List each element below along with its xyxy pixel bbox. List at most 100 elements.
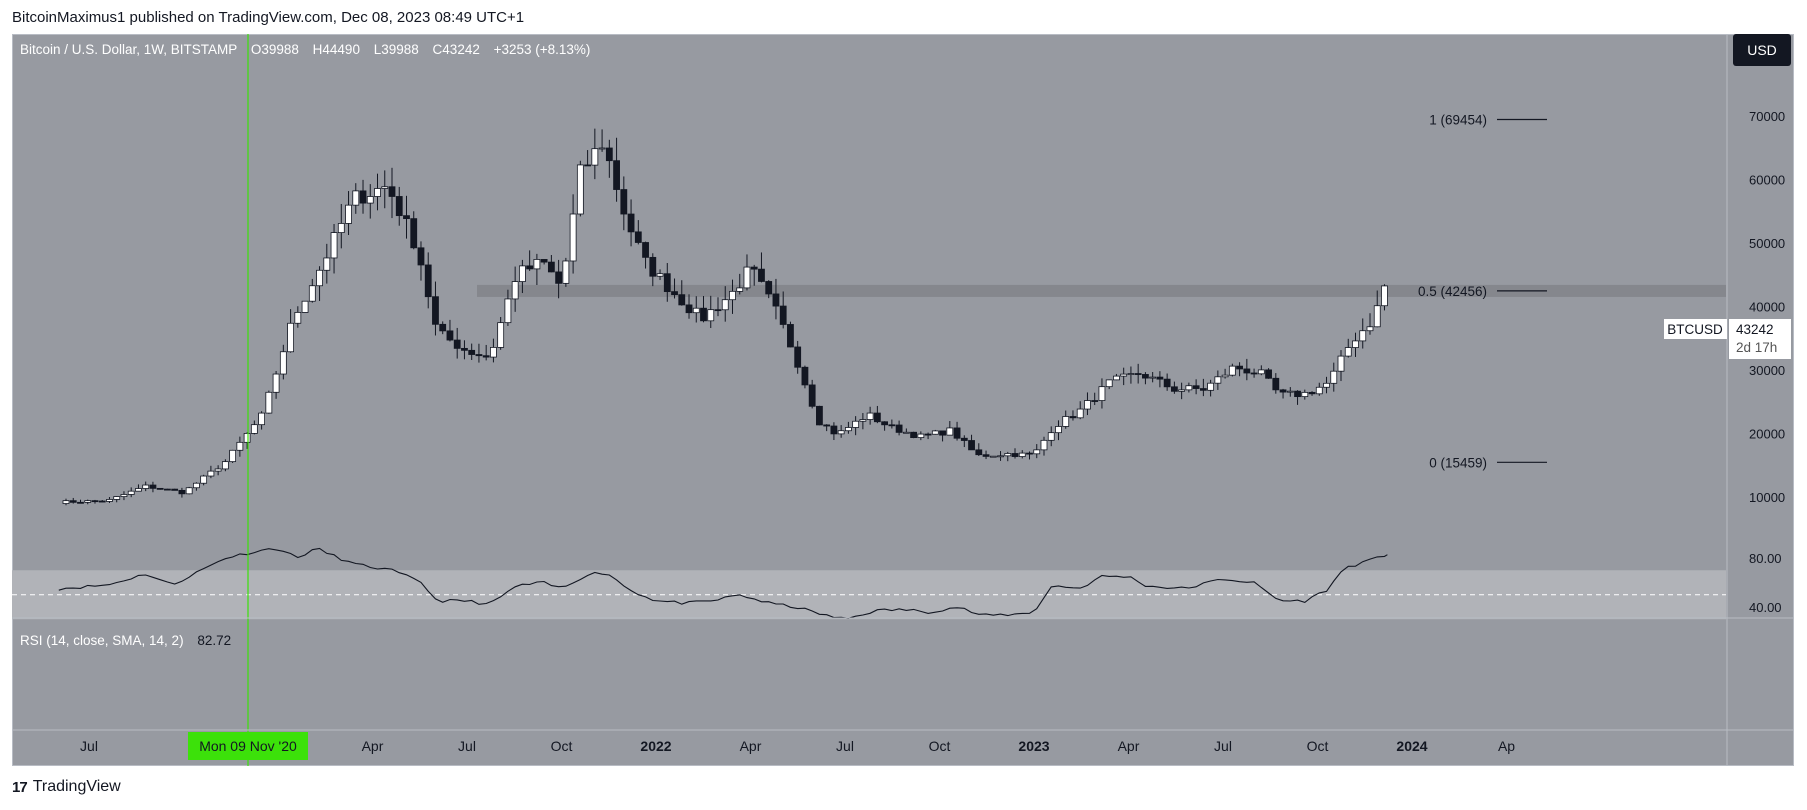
candle bbox=[381, 170, 389, 209]
candle bbox=[591, 128, 599, 180]
candle bbox=[323, 243, 331, 284]
price-tick: 60000 bbox=[1749, 173, 1785, 188]
candle bbox=[584, 150, 591, 167]
candle bbox=[1163, 373, 1171, 391]
candle bbox=[787, 321, 794, 348]
candle bbox=[294, 306, 302, 328]
candle bbox=[576, 160, 584, 217]
rsi-legend-label: RSI (14, close, SMA, 14, 2) bbox=[20, 633, 184, 648]
candle bbox=[120, 491, 128, 501]
candle bbox=[953, 421, 961, 441]
candle bbox=[403, 195, 410, 239]
time-tick: Oct bbox=[929, 738, 951, 754]
candle bbox=[1330, 362, 1338, 392]
candle bbox=[504, 289, 512, 326]
candle bbox=[164, 488, 171, 491]
time-tick: Jul bbox=[1214, 738, 1232, 754]
candle bbox=[1373, 290, 1381, 328]
candle bbox=[200, 474, 208, 486]
candle bbox=[1352, 332, 1359, 357]
candle bbox=[1084, 392, 1091, 416]
time-tick: Jul bbox=[80, 738, 98, 754]
candle bbox=[613, 137, 620, 202]
candle bbox=[598, 129, 606, 152]
candle bbox=[678, 280, 686, 306]
time-tick: Jul bbox=[458, 738, 476, 754]
candle bbox=[627, 199, 635, 247]
legend-l-label: L bbox=[374, 42, 382, 57]
candle bbox=[1004, 451, 1012, 462]
candle bbox=[135, 484, 142, 492]
price-tick: 10000 bbox=[1749, 490, 1785, 505]
candle bbox=[605, 139, 613, 178]
candle bbox=[374, 173, 381, 211]
time-tick: Jul bbox=[836, 738, 854, 754]
candle bbox=[1228, 363, 1236, 377]
candle bbox=[468, 343, 476, 360]
price-tag-value: 43242 bbox=[1736, 322, 1774, 337]
candle bbox=[221, 459, 229, 472]
candle bbox=[671, 278, 678, 299]
candle bbox=[84, 499, 92, 505]
candle bbox=[1221, 368, 1229, 379]
candle bbox=[1033, 444, 1041, 459]
candle bbox=[888, 419, 896, 429]
price-tick: 50000 bbox=[1749, 236, 1785, 251]
candle bbox=[106, 497, 113, 503]
fib-zone bbox=[477, 284, 1726, 297]
candle bbox=[540, 259, 548, 265]
candle bbox=[1185, 382, 1193, 393]
candle bbox=[895, 420, 903, 436]
candle bbox=[475, 343, 483, 363]
candle bbox=[461, 340, 468, 360]
candle bbox=[1076, 401, 1084, 420]
candle bbox=[526, 250, 534, 271]
candle bbox=[975, 443, 983, 456]
candle bbox=[997, 451, 1004, 461]
price-tag-symbol: BTCUSD bbox=[1667, 322, 1723, 337]
rsi-axis: 80.00 40.00 bbox=[1749, 551, 1782, 615]
candle bbox=[279, 344, 287, 380]
candle bbox=[1069, 410, 1077, 421]
candle bbox=[837, 425, 845, 438]
price-tag-countdown: 2d 17h bbox=[1736, 340, 1777, 355]
candle bbox=[823, 424, 831, 432]
candle bbox=[736, 273, 744, 295]
candle bbox=[765, 280, 773, 299]
candle bbox=[1026, 451, 1033, 460]
price-tick: 70000 bbox=[1749, 109, 1785, 124]
candle bbox=[193, 482, 200, 491]
candle bbox=[982, 450, 990, 460]
candle bbox=[1286, 387, 1294, 397]
candle bbox=[1323, 376, 1330, 394]
crosshair-date-text: Mon 09 Nov '20 bbox=[199, 738, 297, 754]
candle bbox=[1018, 450, 1026, 459]
candle bbox=[236, 436, 244, 457]
candle bbox=[388, 167, 396, 219]
fib-label-0: 0 (15459) bbox=[1429, 455, 1487, 470]
candle bbox=[113, 496, 121, 503]
candle bbox=[924, 432, 932, 440]
candle bbox=[700, 296, 707, 323]
candle bbox=[866, 406, 874, 425]
tradingview-logo[interactable]: 17 TradingView bbox=[12, 778, 121, 796]
candle bbox=[1214, 370, 1222, 390]
fib-label-1: 1 (69454) bbox=[1429, 112, 1487, 127]
legend-o-value: 39988 bbox=[261, 42, 299, 57]
candle bbox=[77, 499, 84, 504]
candle bbox=[917, 431, 925, 441]
btc-weekly-chart[interactable]: 1 (69454) 0.5 (42456) 0 (15459) 70000 60000… bbox=[12, 34, 1794, 766]
price-tick: 40000 bbox=[1749, 300, 1785, 315]
candle bbox=[873, 405, 881, 424]
candle bbox=[359, 179, 367, 214]
candle bbox=[642, 241, 649, 269]
candle bbox=[258, 411, 266, 430]
currency-button[interactable]: USD bbox=[1733, 34, 1791, 66]
candle bbox=[931, 429, 939, 435]
candle bbox=[497, 317, 505, 350]
candle bbox=[490, 338, 497, 363]
candle bbox=[939, 430, 946, 442]
legend-h-value: 44490 bbox=[322, 42, 360, 57]
candle bbox=[1199, 378, 1207, 397]
fib-label-0-5: 0.5 (42456) bbox=[1418, 284, 1487, 299]
